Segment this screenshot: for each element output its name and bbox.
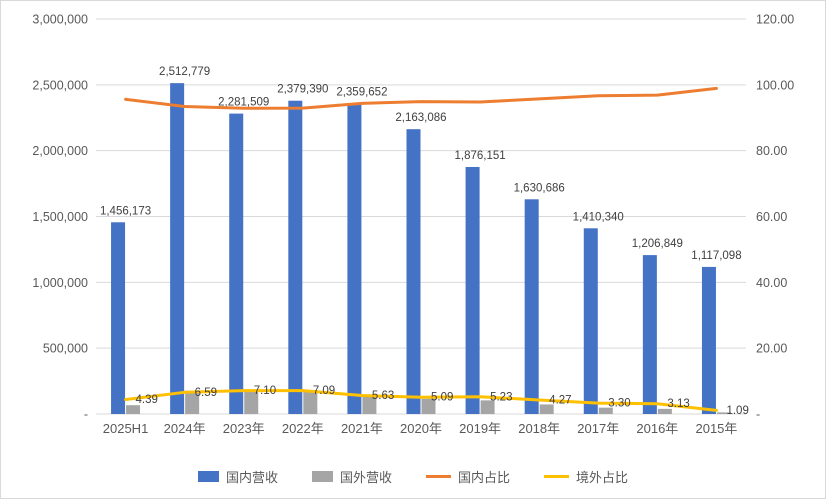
legend-swatch-foreign-revenue-bar xyxy=(311,471,333,482)
bar-domestic-revenue[interactable] xyxy=(229,113,244,414)
line-domestic-share[interactable] xyxy=(124,86,718,110)
legend-swatch-overseas-share-line xyxy=(544,475,570,478)
x-axis-category-label: 2024年 xyxy=(164,421,206,436)
right-axis-tick-label: 100.00 xyxy=(756,78,794,92)
bar-data-label: 1,410,340 xyxy=(573,211,624,223)
bar-data-label: 2,359,652 xyxy=(336,86,387,98)
line-data-label: 5.63 xyxy=(372,390,394,402)
bar-data-label: 2,163,086 xyxy=(395,112,446,124)
bar-domestic-revenue[interactable] xyxy=(701,266,716,414)
legend-swatch-domestic-share-line xyxy=(426,475,451,478)
bar-data-label: 1,876,151 xyxy=(455,150,506,162)
bar-foreign-revenue[interactable] xyxy=(657,408,672,414)
bar-foreign-revenue[interactable] xyxy=(598,407,613,414)
legend-item-domestic-share[interactable]: 国内占比 xyxy=(426,467,510,486)
legend-label-overseas-share: 境外占比 xyxy=(576,470,629,485)
left-axis-tick-label: 500,000 xyxy=(43,342,88,356)
legend-item-overseas-share[interactable]: 境外占比 xyxy=(544,467,628,486)
bar-data-label: 1,456,173 xyxy=(100,205,151,217)
bar-domestic-revenue[interactable] xyxy=(347,103,362,414)
bar-domestic-revenue[interactable] xyxy=(111,222,126,414)
bar-foreign-revenue[interactable] xyxy=(362,395,377,414)
bar-data-label: 1,630,686 xyxy=(514,182,565,194)
x-axis-category-label: 2018年 xyxy=(518,421,560,436)
bar-domestic-revenue[interactable] xyxy=(583,228,598,414)
line-data-label: 5.09 xyxy=(431,392,453,404)
line-data-label: 3.30 xyxy=(608,398,630,410)
left-axis-tick-label: 2,500,000 xyxy=(32,78,88,92)
left-axis-tick-label: 1,500,000 xyxy=(32,210,88,224)
right-axis-tick-label: 40.00 xyxy=(756,276,787,290)
bar-foreign-revenue[interactable] xyxy=(716,412,731,414)
left-axis-tick-label: - xyxy=(84,408,88,422)
bar-data-label: 2,512,779 xyxy=(159,66,210,78)
bar-foreign-revenue[interactable] xyxy=(480,400,495,414)
bar-foreign-revenue[interactable] xyxy=(185,390,200,414)
x-axis-category-label: 2019年 xyxy=(459,421,501,436)
bar-domestic-revenue[interactable] xyxy=(524,199,539,414)
x-axis-category-label: 2017年 xyxy=(577,421,619,436)
left-axis-tick-label: 2,000,000 xyxy=(32,144,88,158)
bar-domestic-revenue[interactable] xyxy=(465,166,480,414)
legend-swatch-domestic-revenue-bar xyxy=(197,471,219,482)
right-axis-tick-label: 80.00 xyxy=(756,144,787,158)
line-data-label: 4.39 xyxy=(136,394,158,406)
line-data-label: 1.09 xyxy=(726,405,748,417)
legend-label-domestic-share: 国内占比 xyxy=(458,470,511,485)
left-axis-tick-label: 1,000,000 xyxy=(32,276,88,290)
line-data-label: 7.10 xyxy=(254,385,276,397)
bar-data-label: 1,206,849 xyxy=(632,238,683,250)
bar-domestic-revenue[interactable] xyxy=(406,129,421,415)
legend-label-foreign-revenue: 国外营收 xyxy=(339,470,392,485)
x-axis-category-label: 2021年 xyxy=(341,421,383,436)
line-data-label: 3.13 xyxy=(667,398,689,410)
x-axis-category-label: 2016年 xyxy=(636,421,678,436)
legend-item-domestic-revenue[interactable]: 国内营收 xyxy=(197,467,278,486)
line-data-label: 4.27 xyxy=(549,394,571,406)
line-data-label: 6.59 xyxy=(195,387,217,399)
line-overseas-share[interactable] xyxy=(124,389,718,412)
left-axis-tick-label: 3,000,000 xyxy=(32,13,88,27)
bar-foreign-revenue[interactable] xyxy=(421,398,436,414)
bar-foreign-revenue[interactable] xyxy=(303,390,318,414)
bar-domestic-revenue[interactable] xyxy=(642,255,657,414)
bar-domestic-revenue[interactable] xyxy=(170,83,185,415)
right-axis-tick-label: 20.00 xyxy=(756,342,787,356)
x-axis-category-label: 2022年 xyxy=(282,421,324,436)
line-data-label: 5.23 xyxy=(490,391,512,403)
x-axis-category-label: 2025H1 xyxy=(103,421,149,436)
bar-data-label: 1,117,098 xyxy=(691,250,741,262)
bar-domestic-revenue[interactable] xyxy=(288,100,303,414)
chart-legend: 国内营收 国外营收 国内占比 境外占比 xyxy=(1,467,825,486)
legend-item-foreign-revenue[interactable]: 国外营收 xyxy=(311,467,392,486)
bar-foreign-revenue[interactable] xyxy=(244,391,259,414)
right-axis-tick-label: 120.00 xyxy=(756,13,794,27)
x-axis-category-label: 2020年 xyxy=(400,421,442,436)
legend-label-domestic-revenue: 国内营收 xyxy=(225,470,278,485)
x-axis-category-label: 2015年 xyxy=(695,421,737,436)
x-axis-category-label: 2023年 xyxy=(223,421,265,436)
bar-foreign-revenue[interactable] xyxy=(539,404,554,414)
bar-data-label: 2,379,390 xyxy=(277,84,328,96)
right-axis-tick-label: - xyxy=(756,408,760,422)
chart-plot-area: 3,000,000 120.00 2,500,000 100.00 2,000,000 8… xyxy=(32,13,794,437)
line-data-label: 7.09 xyxy=(313,385,335,397)
bar-foreign-revenue[interactable] xyxy=(126,405,141,414)
bar-data-label: 2,281,509 xyxy=(218,97,269,109)
right-axis-tick-label: 60.00 xyxy=(756,210,787,224)
